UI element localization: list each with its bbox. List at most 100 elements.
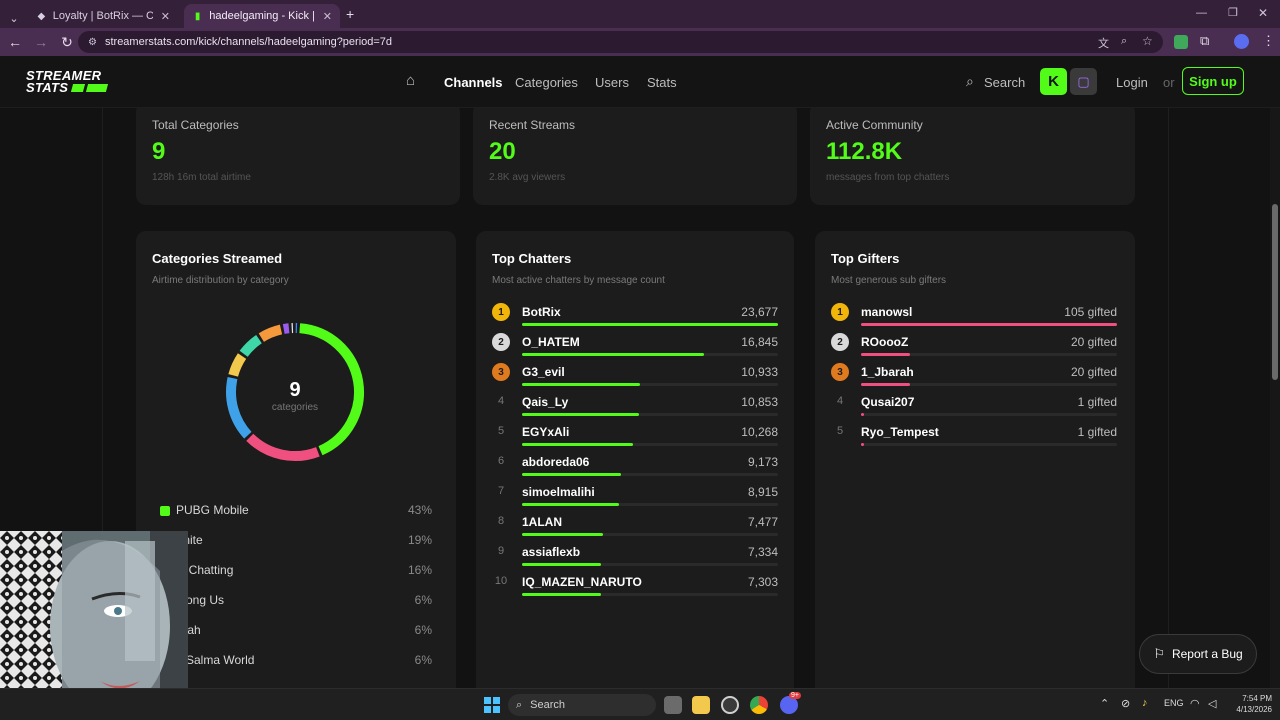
language-indicator[interactable]: ENG [1164, 698, 1184, 708]
extensions-puzzle-icon[interactable]: ⧉ [1200, 33, 1210, 48]
chatters_card-row[interactable]: 2 O_HATEM 16,845 [492, 333, 778, 363]
donut-segment[interactable] [239, 334, 262, 357]
window-close-button[interactable]: ✕ [1258, 6, 1269, 20]
streamerstats-logo[interactable]: STREAMER STATS [26, 69, 126, 94]
site-info-icon[interactable]: ⚙ [88, 36, 97, 48]
row-bar-fill [861, 353, 910, 356]
donut-segment[interactable] [246, 433, 320, 461]
row-name[interactable]: EGYxAli [522, 425, 570, 439]
chatters_card-row[interactable]: 9 assiaflexb 7,334 [492, 543, 778, 573]
nav-users[interactable]: Users [595, 75, 629, 90]
gifters_card-row[interactable]: 3 1_Jbarah 20 gifted [831, 363, 1117, 393]
donut-segment[interactable] [226, 377, 252, 439]
login-link[interactable]: Login [1116, 75, 1148, 90]
tab-hadeelgaming[interactable]: ▮ hadeelgaming - Kick | Streamer ✕ [184, 4, 340, 28]
forward-arrow-icon[interactable]: → [34, 34, 48, 50]
container-border [1168, 108, 1169, 688]
row-name[interactable]: 1ALAN [522, 515, 563, 529]
search-icon[interactable]: ⌕ [966, 73, 974, 89]
chatters_card-row[interactable]: 5 EGYxAli 10,268 [492, 423, 778, 453]
address-bar[interactable]: ⚙ streamerstats.com/kick/channels/hadeel… [78, 31, 1163, 53]
legend-percent: 43% [407, 503, 432, 517]
nav-categories[interactable]: Categories [515, 75, 578, 90]
donut-segment[interactable] [228, 353, 247, 377]
signup-button[interactable]: Sign up [1182, 67, 1244, 95]
wifi-icon[interactable]: ◠ [1190, 698, 1200, 710]
stat-label: Active Community [826, 118, 923, 132]
row-name[interactable]: simoelmalihi [522, 485, 595, 499]
row-name[interactable]: assiaflexb [522, 545, 581, 559]
chatters_card-row[interactable]: 4 Qais_Ly 10,853 [492, 393, 778, 423]
minimize-button[interactable]: — [1196, 7, 1207, 19]
microphone-icon[interactable]: ♪ [1142, 697, 1148, 709]
row-name[interactable]: ROoooZ [861, 335, 909, 349]
back-arrow-icon[interactable]: ← [8, 34, 22, 50]
category-donut-chart [226, 323, 364, 461]
reload-icon[interactable]: ↻ [61, 33, 73, 50]
logo-bar-icon [71, 84, 86, 92]
taskbar-search-box[interactable]: ⌕ Search [508, 694, 656, 716]
home-icon[interactable]: ⌂ [406, 72, 416, 89]
task-view-icon[interactable] [664, 696, 682, 714]
row-name[interactable]: O_HATEM [522, 335, 580, 349]
zoom-icon[interactable]: ⌕ [1121, 35, 1128, 47]
search-button[interactable]: Search [984, 75, 1026, 90]
row-bar-track [522, 353, 778, 356]
chatters_card-row[interactable]: 7 simoelmalihi 8,915 [492, 483, 778, 513]
scrollbar-thumb[interactable] [1272, 204, 1278, 380]
row-name[interactable]: Ryo_Tempest [861, 425, 939, 439]
close-icon[interactable]: ✕ [322, 10, 332, 23]
new-tab-button[interactable]: + [346, 6, 355, 22]
obs-icon[interactable] [721, 696, 739, 714]
row-name[interactable]: BotRix [522, 305, 561, 319]
profile-avatar-icon[interactable] [1234, 34, 1249, 49]
chatters_card-row[interactable]: 3 G3_evil 10,933 [492, 363, 778, 393]
shield-extension-icon[interactable] [1174, 35, 1188, 49]
translate-icon[interactable]: 文 [1098, 38, 1109, 50]
gifters_card-row[interactable]: 2 ROoooZ 20 gifted [831, 333, 1117, 363]
bookmark-star-icon[interactable]: ☆ [1142, 34, 1153, 48]
donut-segment[interactable] [258, 324, 283, 342]
row-name[interactable]: Qais_Ly [522, 395, 569, 409]
tab-list-button[interactable]: ⌄ [4, 6, 24, 30]
file-explorer-icon[interactable] [692, 696, 710, 714]
network-off-icon[interactable]: ⊘ [1121, 698, 1131, 710]
tray-chevron-icon[interactable]: ⌃ [1100, 698, 1110, 710]
row-name[interactable]: Qusai207 [861, 395, 915, 409]
twitch-platform-icon[interactable]: ▢ [1070, 68, 1097, 95]
donut-segment[interactable] [282, 323, 290, 334]
chatters_card-row[interactable]: 1 BotRix 23,677 [492, 303, 778, 333]
row-name[interactable]: IQ_MAZEN_NARUTO [522, 575, 642, 589]
row-name[interactable]: 1_Jbarah [861, 365, 914, 379]
row-name[interactable]: abdoreda06 [522, 455, 590, 469]
donut-segment[interactable] [299, 323, 364, 456]
gifters_card-row[interactable]: 5 Ryo_Tempest 1 gifted [831, 423, 1117, 453]
row-bar-track [861, 443, 1117, 446]
report-bug-button[interactable]: ⚐ Report a Bug [1139, 634, 1257, 674]
close-icon[interactable]: ✕ [160, 10, 170, 23]
chatters_card-row[interactable]: 10 IQ_MAZEN_NARUTO 7,303 [492, 573, 778, 603]
page-scrollbar[interactable] [1270, 108, 1280, 688]
clock[interactable]: 7:54 PM 4/13/2026 [1226, 693, 1272, 715]
row-bar-fill [522, 323, 778, 326]
kick-platform-icon[interactable]: K [1040, 68, 1067, 95]
tab-loyalty[interactable]: ◆ Loyalty | BotRix — Cloud Strea ✕ [28, 4, 178, 28]
chatters_card-row[interactable]: 8 1ALAN 7,477 [492, 513, 778, 543]
windows-start-icon[interactable] [484, 697, 500, 713]
chrome-icon[interactable] [750, 696, 768, 714]
stat-label: Total Categories [152, 118, 239, 132]
chatters_card-row[interactable]: 6 abdoreda06 9,173 [492, 453, 778, 483]
nav-stats[interactable]: Stats [647, 75, 677, 90]
row-name[interactable]: manowsl [861, 305, 913, 319]
browser-tabstrip: ⌄ ◆ Loyalty | BotRix — Cloud Strea ✕ ▮ h… [0, 0, 1280, 28]
gifters_card-row[interactable]: 4 Qusai207 1 gifted [831, 393, 1117, 423]
volume-icon[interactable]: ◁ [1208, 698, 1217, 710]
row-name[interactable]: G3_evil [522, 365, 565, 379]
discord-icon[interactable] [780, 696, 798, 714]
rank-number: 5 [497, 425, 505, 437]
rank-badge: 3 [831, 363, 849, 381]
more-menu-icon[interactable]: ⋮ [1262, 33, 1275, 48]
gifters_card-row[interactable]: 1 manowsl 105 gifted [831, 303, 1117, 333]
nav-channels[interactable]: Channels [444, 75, 503, 90]
restore-button[interactable]: ❐ [1228, 7, 1238, 19]
